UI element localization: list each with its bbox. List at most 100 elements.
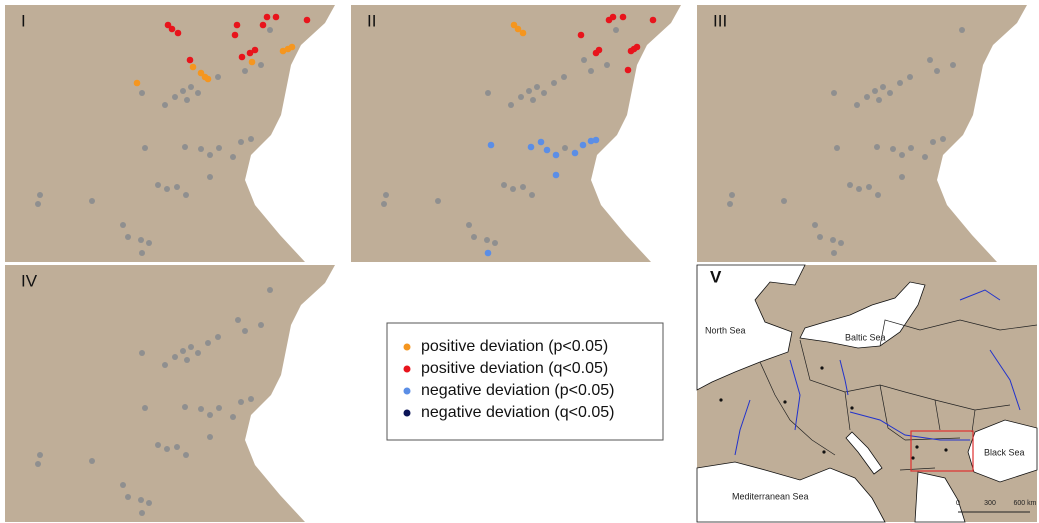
site: [267, 287, 273, 293]
land: [697, 5, 1027, 262]
site: [155, 442, 161, 448]
adriatic-sea: [845, 431, 883, 475]
site: [259, 21, 267, 29]
site: [527, 143, 535, 151]
map-panel: III: [697, 5, 1037, 262]
site: [588, 68, 594, 74]
site: [235, 317, 241, 323]
site: [138, 497, 144, 503]
site: [231, 31, 239, 39]
site: [383, 192, 389, 198]
site: [899, 152, 905, 158]
legend-label: positive deviation (p<0.05): [421, 338, 608, 355]
site: [492, 240, 498, 246]
site: [830, 237, 836, 243]
site: [876, 97, 882, 103]
site: [198, 146, 204, 152]
legend-dot: [403, 409, 411, 417]
site: [35, 461, 41, 467]
site: [592, 136, 600, 144]
study-area: [910, 430, 974, 472]
site: [37, 192, 43, 198]
site: [207, 434, 213, 440]
site: [207, 152, 213, 158]
site: [205, 340, 211, 346]
panel-label: II: [367, 11, 376, 30]
black-sea: [967, 419, 1038, 483]
site: [587, 137, 595, 145]
site: [120, 222, 126, 228]
site: [864, 94, 870, 100]
site: [922, 154, 928, 160]
site: [125, 234, 131, 240]
site: [180, 348, 186, 354]
site: [519, 29, 527, 37]
site: [831, 90, 837, 96]
site: [155, 182, 161, 188]
site: [238, 139, 244, 145]
legend-dot: [403, 387, 411, 395]
sea-label: Mediterranean Sea: [732, 491, 809, 501]
site: [258, 62, 264, 68]
site: [216, 405, 222, 411]
borders: [759, 319, 1038, 471]
site: [174, 29, 182, 37]
site: [619, 13, 627, 21]
site: [595, 46, 603, 54]
site: [520, 184, 526, 190]
sea-label: Black Sea: [984, 447, 1025, 457]
site: [907, 74, 913, 80]
site: [543, 146, 551, 154]
land: [5, 5, 335, 262]
site: [581, 57, 587, 63]
site: [577, 31, 585, 39]
site: [139, 350, 145, 356]
legend-dot: [403, 365, 411, 373]
map-panel: IV: [5, 265, 345, 522]
site: [248, 396, 254, 402]
site: [242, 328, 248, 334]
site: [866, 184, 872, 190]
site: [216, 145, 222, 151]
site: [146, 500, 152, 506]
site: [897, 80, 903, 86]
site: [874, 144, 880, 150]
site: [817, 234, 823, 240]
site: [303, 16, 311, 24]
site: [186, 56, 194, 64]
site: [838, 240, 844, 246]
site: [146, 240, 152, 246]
scale-label: 300: [984, 500, 996, 507]
site: [248, 58, 256, 66]
site: [856, 186, 862, 192]
site: [204, 75, 212, 83]
site: [579, 141, 587, 149]
site: [831, 250, 837, 256]
site: [162, 362, 168, 368]
site: [180, 88, 186, 94]
panel-label: III: [713, 11, 727, 30]
site: [188, 344, 194, 350]
site: [537, 138, 545, 146]
site: [142, 145, 148, 151]
site: [174, 444, 180, 450]
site: [138, 237, 144, 243]
site: [541, 90, 547, 96]
site: [950, 62, 956, 68]
site: [182, 404, 188, 410]
site: [854, 102, 860, 108]
site: [139, 250, 145, 256]
site: [198, 406, 204, 412]
site: [251, 46, 259, 54]
site: [526, 88, 532, 94]
site: [183, 192, 189, 198]
site: [233, 21, 241, 29]
land: [5, 265, 335, 522]
site: [834, 145, 840, 151]
site: [562, 145, 568, 151]
site: [215, 334, 221, 340]
scale-bar: 0 300 600 km: [956, 500, 1037, 513]
site: [534, 84, 540, 90]
site: [484, 237, 490, 243]
